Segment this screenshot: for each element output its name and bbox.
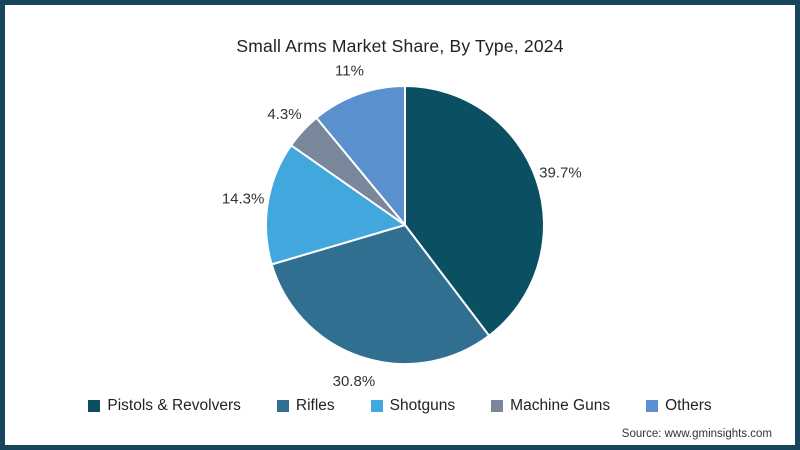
legend-label: Others xyxy=(665,397,712,414)
slice-label: 30.8% xyxy=(333,373,376,390)
pie-slice-shotguns xyxy=(265,144,406,266)
pie-chart: 39.7% 30.8% 14.3% 4.3% 11% xyxy=(222,63,582,390)
legend-marker-icon xyxy=(491,400,504,412)
legend-marker-icon xyxy=(646,400,659,412)
source-credit: Source: www.gminsights.com xyxy=(621,428,772,440)
legend-label: Shotguns xyxy=(389,397,456,414)
legend-item-rifles: Rifles xyxy=(276,397,335,415)
slice-label: 11% xyxy=(335,63,364,80)
legend-item-shotguns: Shotguns xyxy=(370,397,456,415)
slice-label: 39.7% xyxy=(539,165,582,182)
pie-slice-others xyxy=(315,85,406,226)
legend-item-others: Others xyxy=(646,397,712,415)
chart-title: Small Arms Market Share, By Type, 2024 xyxy=(236,36,564,56)
pie-slice-pistols-revolvers xyxy=(404,85,545,337)
legend-marker-icon xyxy=(370,400,383,412)
pie-slice-rifles xyxy=(270,224,491,365)
slice-label: 14.3% xyxy=(222,191,265,208)
legend-marker-icon xyxy=(276,400,289,412)
legend-item-pistols-revolvers: Pistols & Revolvers xyxy=(88,397,241,415)
slice-label: 4.3% xyxy=(267,106,301,123)
legend-label: Rifles xyxy=(295,397,335,414)
legend: Pistols & Revolvers Rifles Shotguns Machine… xyxy=(5,397,795,415)
legend-item-machine-guns: Machine Guns xyxy=(491,397,610,415)
legend-label: Pistols & Revolvers xyxy=(107,397,241,414)
legend-label: Machine Guns xyxy=(510,397,611,414)
legend-marker-icon xyxy=(88,400,101,412)
